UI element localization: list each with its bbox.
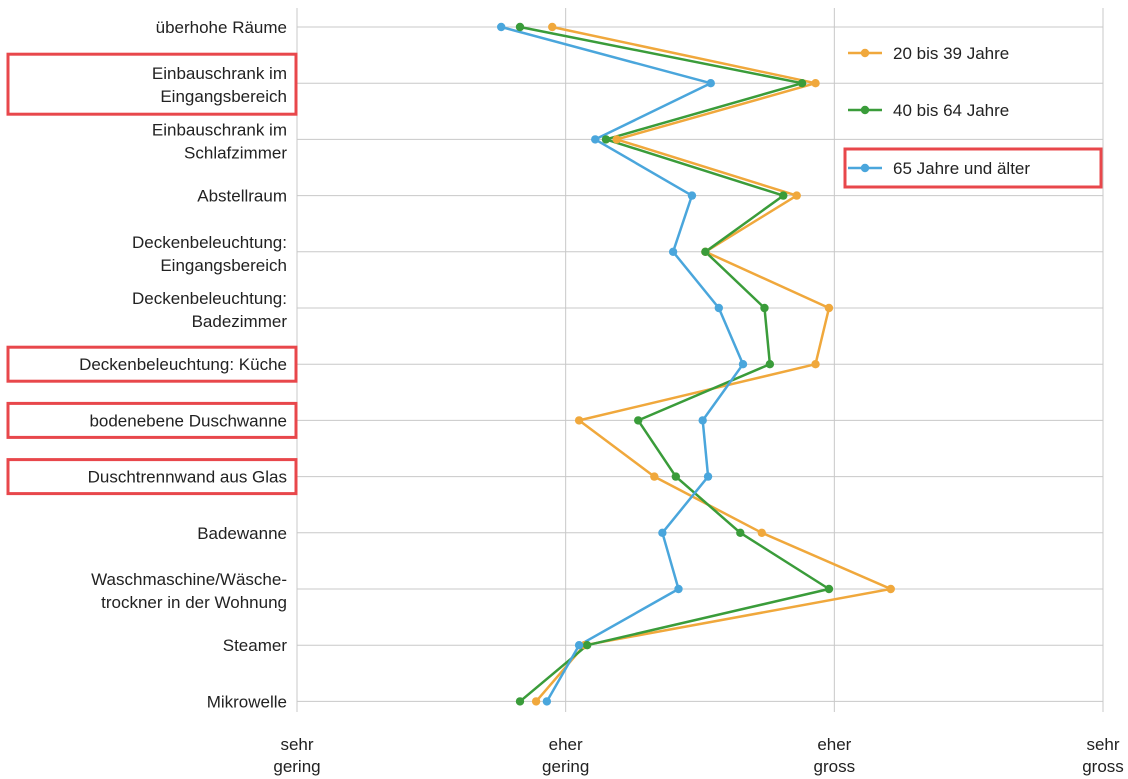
category-label: Deckenbeleuchtung: Küche bbox=[79, 355, 287, 374]
data-point bbox=[687, 191, 697, 200]
category-label: Steamer bbox=[223, 636, 288, 655]
data-point bbox=[674, 584, 683, 594]
data-point bbox=[714, 303, 724, 313]
legend: 20 bis 39 Jahre 40 bis 64 Jahre 65 Jahre u… bbox=[843, 44, 1103, 189]
legend-marker bbox=[860, 48, 870, 58]
data-point bbox=[601, 135, 611, 144]
data-point bbox=[515, 697, 525, 706]
data-point bbox=[736, 528, 745, 537]
category-label: Abstellraum bbox=[197, 187, 287, 206]
highlight-boxes bbox=[6, 52, 298, 496]
data-point bbox=[574, 416, 584, 425]
data-point bbox=[658, 528, 667, 537]
legend-label: 20 bis 39 Jahre bbox=[893, 44, 1009, 63]
data-point bbox=[757, 528, 766, 537]
data-point bbox=[582, 641, 592, 650]
data-point bbox=[668, 247, 678, 256]
data-point bbox=[824, 303, 834, 313]
data-point bbox=[779, 191, 788, 200]
data-point bbox=[634, 416, 643, 425]
data-point bbox=[738, 360, 748, 369]
data-point bbox=[612, 135, 621, 144]
data-point bbox=[703, 472, 713, 481]
category-label: Eingangsbereich bbox=[160, 87, 287, 106]
data-point bbox=[824, 584, 834, 594]
data-point bbox=[701, 247, 710, 256]
x-tick-label: sehr bbox=[1086, 735, 1119, 754]
horizontal-gridlines bbox=[297, 26, 1103, 702]
data-point bbox=[698, 416, 707, 425]
x-tick-label: sehr bbox=[280, 735, 313, 754]
x-tick-label: gering bbox=[273, 757, 320, 776]
data-point bbox=[792, 191, 801, 200]
legend-marker bbox=[860, 163, 870, 173]
category-label: Badewanne bbox=[197, 524, 287, 543]
category-label: Deckenbeleuchtung: bbox=[132, 289, 287, 308]
legend-label: 65 Jahre und älter bbox=[893, 159, 1030, 178]
x-tick-label: gross bbox=[1082, 757, 1124, 776]
data-point bbox=[531, 697, 541, 706]
category-label: Waschmaschine/Wäsche- bbox=[91, 570, 287, 589]
data-point bbox=[760, 303, 769, 313]
category-label: Eingangsbereich bbox=[160, 256, 287, 275]
category-label: Schlafzimmer bbox=[184, 143, 287, 162]
legend-marker bbox=[860, 105, 870, 115]
data-point bbox=[496, 22, 506, 32]
highlight-box bbox=[6, 52, 298, 116]
highlight-box bbox=[6, 401, 298, 439]
data-point bbox=[811, 79, 820, 88]
x-tick-labels: sehr gering eher gering eher gross sehr gross bbox=[273, 735, 1123, 776]
category-label: Einbauschrank im bbox=[152, 64, 287, 83]
data-point bbox=[515, 22, 525, 32]
category-label: bodenebene Duschwanne bbox=[89, 411, 287, 430]
category-label: Duschtrennwand aus Glas bbox=[88, 468, 287, 487]
category-label: Badezimmer bbox=[192, 312, 288, 331]
category-label: Einbauschrank im bbox=[152, 120, 287, 139]
category-label: Deckenbeleuchtung: bbox=[132, 233, 287, 252]
data-point bbox=[765, 360, 775, 369]
legend-label: 40 bis 64 Jahre bbox=[893, 101, 1009, 120]
x-tick-label: gering bbox=[542, 757, 589, 776]
data-point bbox=[650, 472, 659, 481]
data-point bbox=[591, 135, 600, 144]
category-label: trockner in der Wohnung bbox=[101, 593, 287, 612]
x-tick-label: eher bbox=[549, 735, 583, 754]
data-point bbox=[548, 22, 557, 32]
data-point bbox=[574, 641, 584, 650]
x-tick-label: gross bbox=[814, 757, 856, 776]
category-labels: überhohe Räume Einbauschrank im Eingangsbe… bbox=[79, 18, 287, 711]
data-point bbox=[797, 79, 807, 88]
data-point bbox=[706, 79, 715, 88]
category-label: Mikrowelle bbox=[207, 692, 287, 711]
data-point bbox=[671, 472, 681, 481]
highlight-box bbox=[6, 345, 298, 383]
highlight-box bbox=[6, 458, 298, 496]
data-point bbox=[886, 584, 895, 594]
data-point bbox=[811, 360, 820, 369]
x-tick-label: eher bbox=[817, 735, 851, 754]
legend-highlight-box bbox=[843, 147, 1103, 189]
data-point bbox=[542, 697, 552, 706]
category-label: überhohe Räume bbox=[156, 18, 287, 37]
series-points bbox=[496, 22, 895, 706]
